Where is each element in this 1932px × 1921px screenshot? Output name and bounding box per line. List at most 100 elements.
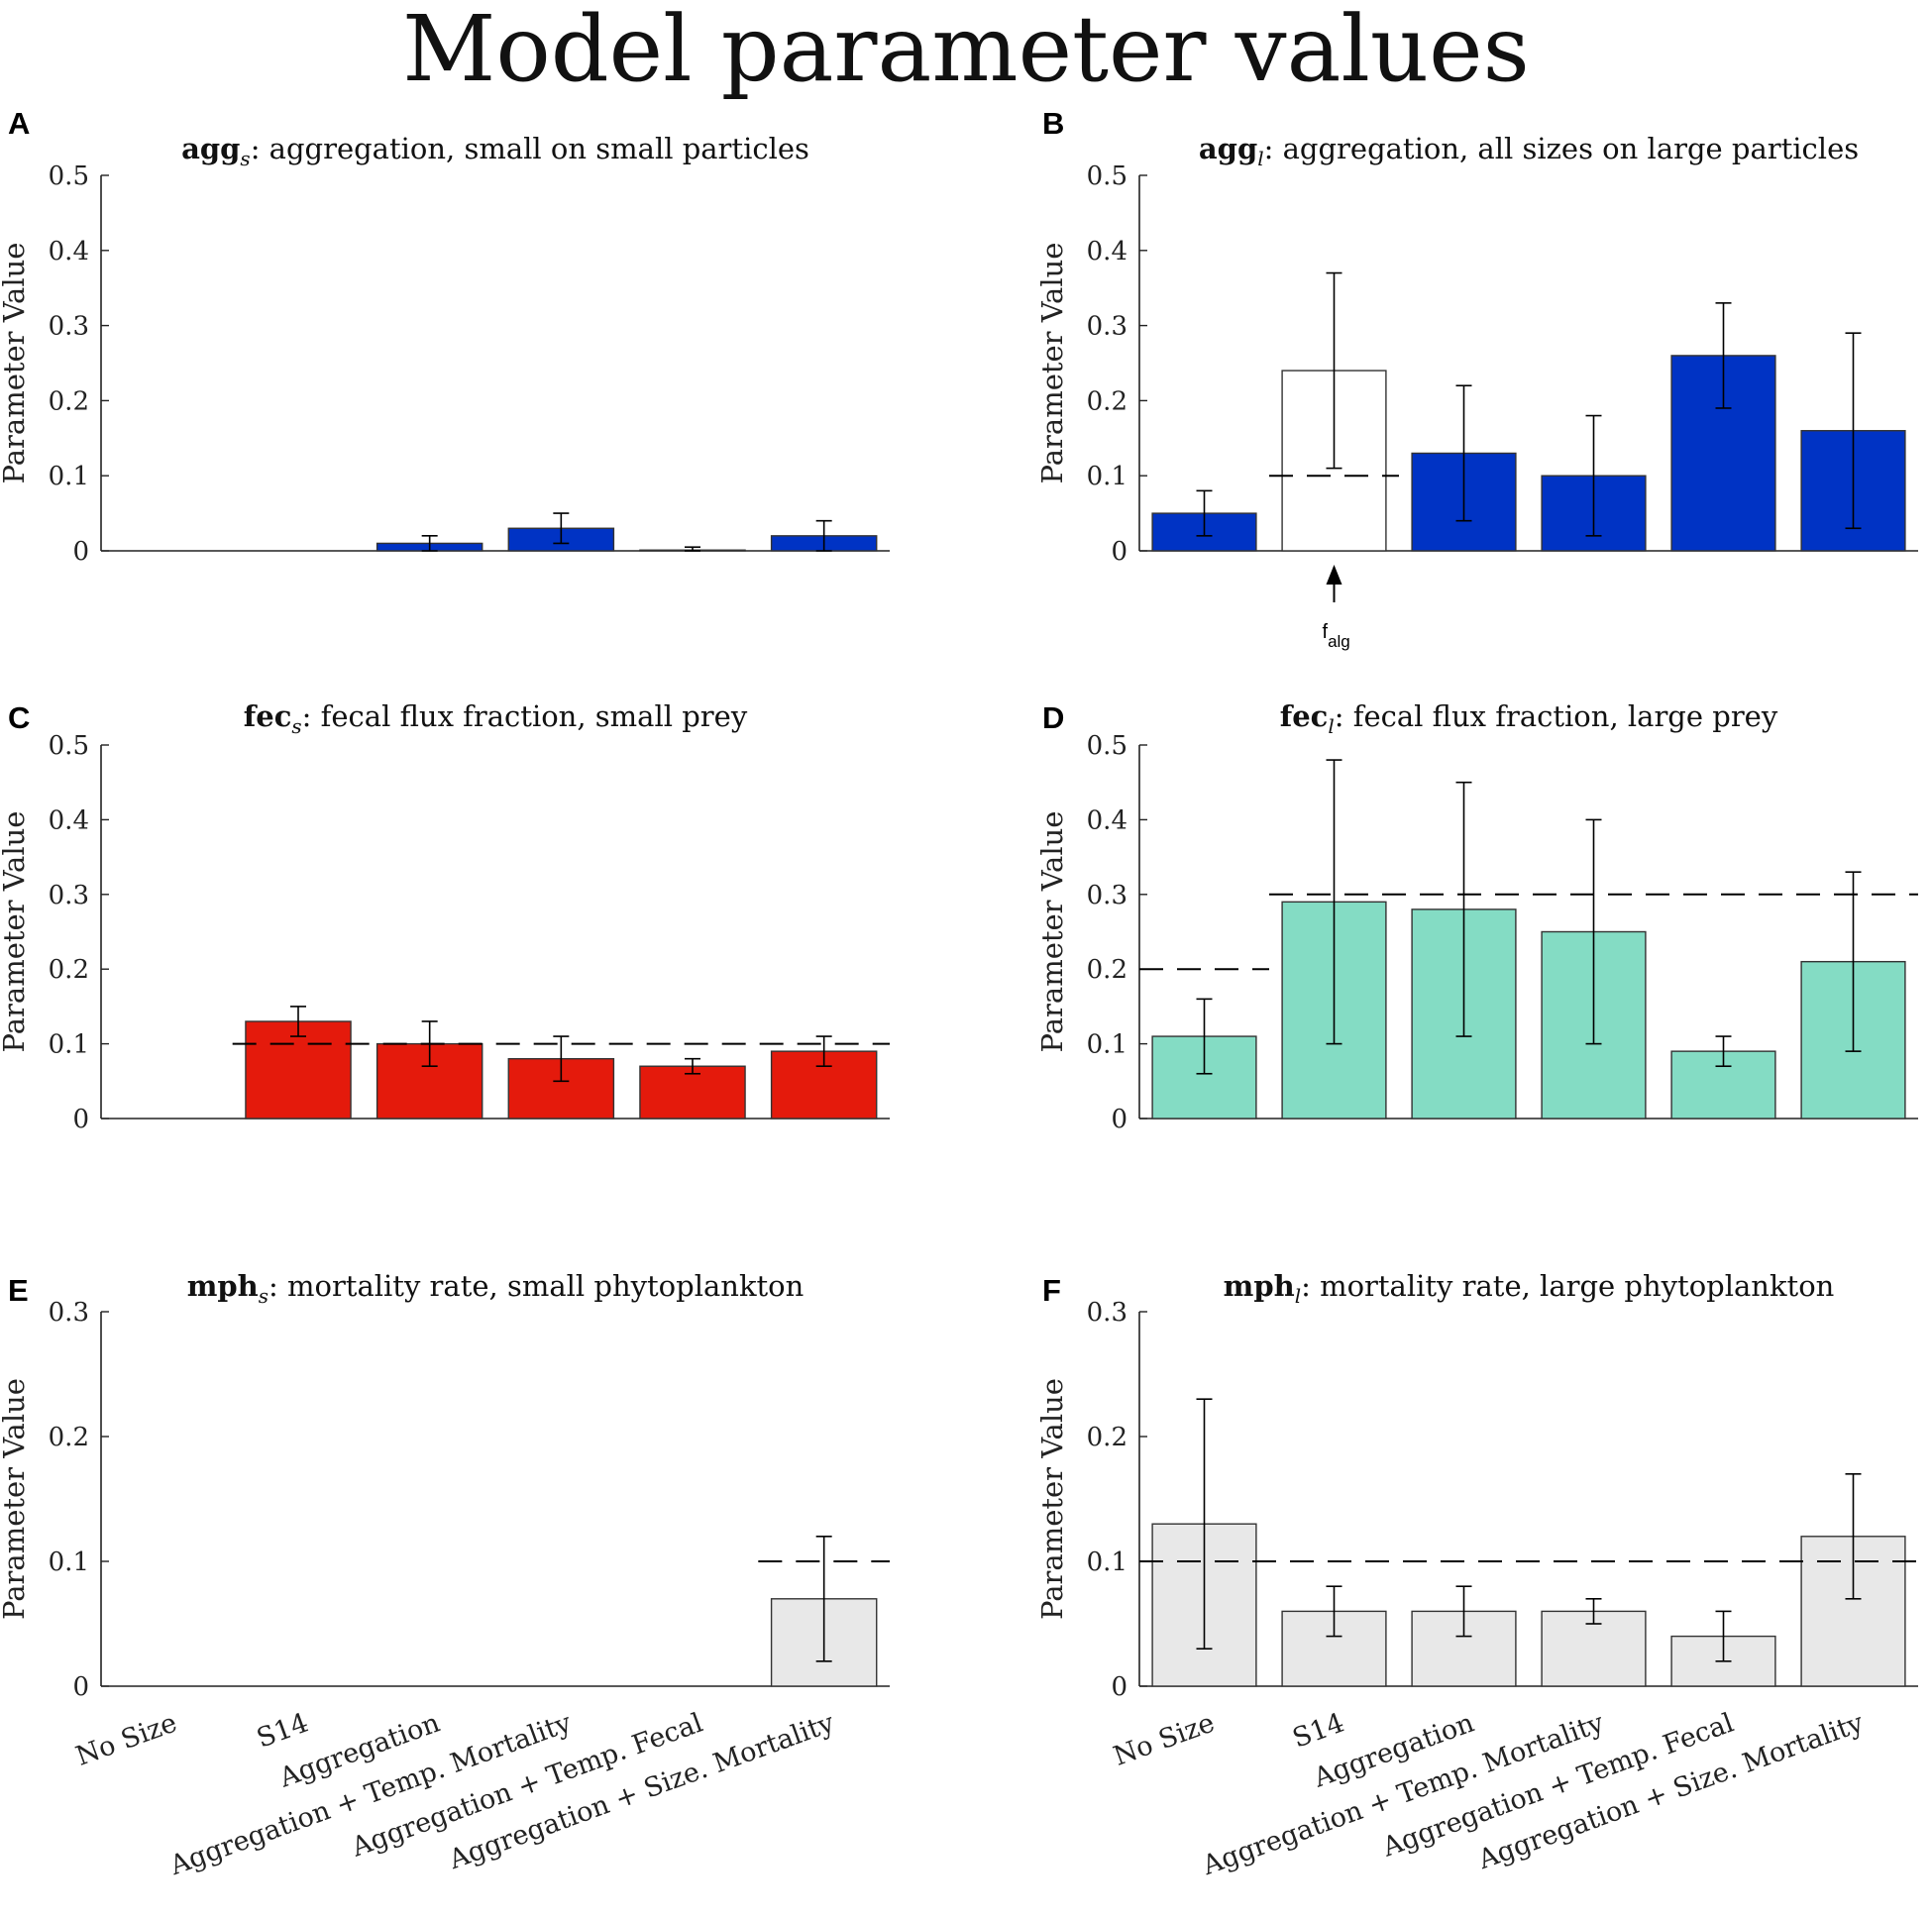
annotation-sub: alg [1328, 632, 1350, 651]
panel-letter: F [1042, 1273, 1061, 1308]
error-bar-4 [553, 512, 570, 545]
y-tick-label: 0 [72, 1672, 89, 1702]
panel-letter: E [8, 1273, 29, 1308]
y-tick-label: 0.3 [1087, 1298, 1127, 1328]
error-bar-6 [1845, 332, 1862, 530]
error-bar-4 [553, 1035, 570, 1083]
error-bar-6 [1845, 1473, 1862, 1600]
bar-2 [245, 1020, 352, 1120]
error-bar-1 [1196, 489, 1213, 537]
error-bar-2 [1326, 759, 1342, 1045]
error-bar-6 [1845, 871, 1862, 1052]
y-axis-label: Parameter Value [0, 243, 31, 484]
panel-title: aggl: aggregation, all sizes on large pa… [1199, 132, 1859, 170]
error-bar-6 [815, 1536, 832, 1662]
title-symbol: agg [1199, 132, 1257, 165]
y-tick-label: 0.2 [1087, 1423, 1127, 1452]
arrow-head [1326, 565, 1342, 585]
title-subscript: s [259, 1284, 268, 1308]
y-tick-label: 0 [72, 537, 89, 567]
error-bar-1 [1196, 1398, 1213, 1650]
figure-title: Model parameter values [402, 0, 1530, 102]
y-tick-label: 0.5 [49, 731, 89, 761]
error-bar-3 [1455, 1585, 1472, 1638]
error-bar-5 [685, 1057, 700, 1075]
panel-letter: A [8, 106, 30, 141]
panel-letter: C [8, 700, 30, 735]
title-symbol: mph [187, 1269, 259, 1303]
panel-title: mphs: mortality rate, small phytoplankto… [187, 1269, 805, 1308]
y-tick-label: 0.1 [1087, 462, 1127, 491]
y-tick-label: 0.5 [1087, 731, 1127, 761]
error-bar-3 [421, 1020, 438, 1068]
error-bar-4 [1585, 414, 1602, 537]
error-bar-3 [1455, 781, 1472, 1037]
panel-letter: B [1042, 106, 1064, 141]
title-text: : fecal flux fraction, small prey [302, 699, 748, 733]
y-tick-label: 0 [1111, 537, 1127, 567]
category-label: No Size [72, 1707, 181, 1771]
error-bar-5 [1715, 302, 1732, 409]
error-bar-1 [1196, 998, 1213, 1075]
title-symbol: mph [1224, 1269, 1295, 1303]
annotation-base: f [1323, 621, 1329, 643]
error-bar-2 [1326, 1585, 1342, 1638]
falg-annotation: falg [1323, 565, 1350, 651]
y-tick-label: 0.2 [49, 386, 89, 416]
y-tick-label: 0.4 [49, 237, 89, 267]
y-axis-label: Parameter Value [0, 811, 31, 1053]
title-text: : mortality rate, small phytoplankton [268, 1269, 804, 1303]
error-bar-3 [1455, 384, 1472, 522]
y-tick-label: 0.2 [49, 1423, 89, 1452]
error-bar-5 [1715, 1035, 1732, 1068]
y-axis-label: Parameter Value [0, 1378, 31, 1620]
title-subscript: l [1257, 147, 1263, 170]
y-tick-label: 0.3 [1087, 881, 1127, 910]
y-axis-label: Parameter Value [1035, 243, 1069, 484]
y-tick-label: 0.2 [1087, 386, 1127, 416]
panel-title: fecl: fecal flux fraction, large prey [1280, 699, 1778, 738]
y-tick-label: 0.5 [1087, 161, 1127, 191]
error-bar-6 [815, 519, 832, 552]
panel-title: aggs: aggregation, small on small partic… [181, 132, 809, 170]
y-tick-label: 0.3 [49, 1298, 89, 1328]
y-tick-label: 0.3 [49, 881, 89, 910]
title-symbol: fec [244, 699, 292, 733]
title-symbol: fec [1280, 699, 1329, 733]
y-tick-label: 0 [1111, 1105, 1127, 1134]
error-bar-4 [1585, 1598, 1602, 1625]
title-subscript: l [1328, 714, 1334, 738]
annotation-label: falg [1323, 621, 1350, 651]
y-axis-label: Parameter Value [1035, 1378, 1069, 1620]
y-tick-label: 0 [1111, 1672, 1127, 1702]
category-label: S14 [1289, 1707, 1348, 1754]
y-tick-label: 0.3 [1087, 312, 1127, 342]
y-tick-label: 0.4 [1087, 237, 1127, 267]
title-text: : mortality rate, large phytoplankton [1301, 1269, 1834, 1303]
y-tick-label: 0.3 [49, 312, 89, 342]
y-tick-label: 0.1 [1087, 1547, 1127, 1577]
bar-3 [376, 1042, 483, 1120]
y-tick-label: 0.2 [1087, 955, 1127, 985]
error-bar-2 [290, 1006, 306, 1037]
title-symbol: agg [181, 132, 240, 165]
title-subscript: s [291, 714, 301, 738]
y-tick-label: 0.2 [49, 955, 89, 985]
error-bar-3 [421, 535, 438, 552]
panel-title: fecs: fecal flux fraction, small prey [244, 699, 748, 738]
panel-title: mphl: mortality rate, large phytoplankto… [1224, 1269, 1835, 1308]
category-label: S14 [253, 1707, 312, 1754]
title-text: : aggregation, all sizes on large partic… [1264, 132, 1859, 165]
panel-letter: D [1042, 700, 1064, 735]
title-subscript: s [240, 147, 250, 170]
y-tick-label: 0.1 [49, 1030, 89, 1060]
title-text: : fecal flux fraction, large prey [1335, 699, 1778, 733]
y-tick-label: 0.4 [1087, 805, 1127, 835]
y-tick-label: 0.1 [49, 462, 89, 491]
